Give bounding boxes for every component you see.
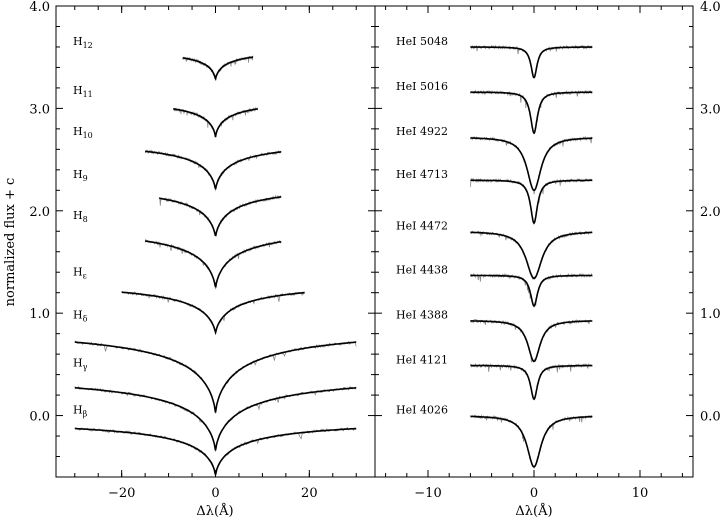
model-fit-line bbox=[470, 91, 593, 135]
x-tick-label: 0 bbox=[211, 486, 219, 501]
observed-spectrum-line bbox=[74, 386, 357, 452]
model-fit-line bbox=[470, 320, 593, 363]
observed-spectrum-line bbox=[144, 149, 282, 192]
y-tick-label-left: 3.0 bbox=[29, 102, 50, 117]
spectral-line-label: Hβ bbox=[73, 404, 88, 419]
x-axis-label-left: Δλ(Å) bbox=[196, 503, 233, 519]
x-axis-label-right: Δλ(Å) bbox=[515, 503, 552, 519]
model-fit-line bbox=[182, 56, 253, 81]
observed-spectrum-line bbox=[470, 272, 593, 308]
model-fit-line bbox=[74, 341, 357, 413]
model-fit-line bbox=[121, 291, 305, 336]
x-tick-label: 20 bbox=[301, 486, 318, 501]
spectral-line-label: HeI 5048 bbox=[396, 35, 448, 48]
observed-spectrum-line bbox=[470, 362, 593, 400]
spectral-line-label: H11 bbox=[73, 84, 93, 99]
spectral-line-label: HeI 4922 bbox=[396, 125, 448, 138]
spectral-line-label: Hε bbox=[73, 265, 87, 280]
x-tick-label: 0 bbox=[530, 486, 538, 501]
y-tick-label-left: 0.0 bbox=[29, 410, 50, 425]
spectral-line-label: HeI 4472 bbox=[396, 219, 448, 232]
model-fit-line bbox=[470, 415, 593, 468]
y-tick-label-right: 0.0 bbox=[700, 410, 721, 425]
model-fit-line bbox=[144, 150, 282, 190]
helium-panel: −10 0 10 HeI 5048 HeI 5016 HeI 4922 HeI 4713 He… bbox=[374, 5, 694, 501]
x-tick-label: −10 bbox=[414, 486, 441, 501]
spectral-line-label: H9 bbox=[73, 168, 88, 183]
spectral-line-label: Hγ bbox=[73, 356, 88, 371]
x-tick-label: −20 bbox=[108, 486, 135, 501]
model-fit-line bbox=[470, 137, 593, 192]
model-fit-line bbox=[470, 179, 593, 225]
y-tick-label-right: 2.0 bbox=[700, 205, 721, 220]
y-tick-label-left: 1.0 bbox=[29, 307, 50, 322]
model-fit-line bbox=[144, 240, 282, 288]
model-fit-line bbox=[159, 196, 282, 237]
y-axis-label: normalized flux + c bbox=[3, 178, 18, 307]
x-tick-label: 10 bbox=[632, 486, 649, 501]
observed-spectrum-line bbox=[470, 89, 593, 135]
observed-spectrum-line bbox=[470, 230, 593, 281]
y-tick-label-right: 4.0 bbox=[700, 0, 721, 15]
model-fit-line bbox=[74, 427, 357, 476]
model-fit-line bbox=[470, 231, 593, 280]
spectral-line-label: H12 bbox=[73, 35, 93, 50]
observed-spectrum-line bbox=[144, 238, 282, 290]
model-fit-line bbox=[470, 364, 593, 401]
model-fit-line bbox=[173, 108, 258, 138]
observed-spectrum-line bbox=[74, 340, 357, 414]
spectral-line-label: HeI 4026 bbox=[396, 404, 448, 417]
hydrogen-panel: −20 0 20 H12 H11 H10 H9 H8 Hε Hδ Hγ Hβ bbox=[55, 5, 376, 501]
spectral-line-label: Hδ bbox=[73, 308, 88, 323]
spectral-line-label: HeI 4438 bbox=[396, 263, 448, 276]
y-tick-label-right: 3.0 bbox=[700, 102, 721, 117]
spectral-line-label: H8 bbox=[73, 209, 88, 224]
y-tick-label-left: 2.0 bbox=[29, 205, 50, 220]
spectral-line-label: HeI 4713 bbox=[396, 168, 448, 181]
model-fit-line bbox=[74, 387, 357, 451]
y-tick-label-left: 4.0 bbox=[29, 0, 50, 15]
observed-spectrum-line bbox=[470, 44, 593, 78]
spectral-line-label: HeI 4121 bbox=[396, 353, 448, 366]
spectral-line-label: H10 bbox=[73, 125, 93, 140]
spectral-line-label: HeI 4388 bbox=[396, 308, 448, 321]
model-fit-line bbox=[470, 46, 593, 79]
y-tick-label-right: 1.0 bbox=[700, 307, 721, 322]
spectral-line-label: HeI 5016 bbox=[396, 80, 448, 93]
model-fit-line bbox=[470, 274, 593, 308]
